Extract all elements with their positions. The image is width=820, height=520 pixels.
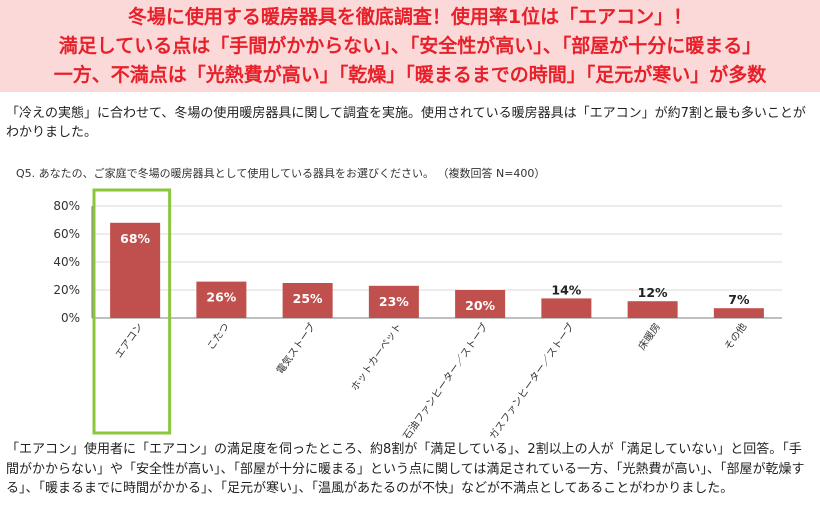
bar (368, 285, 419, 318)
summary-text: 「エアコン」使用者に「エアコン」の満足度を伺ったところ、約8割が「満足している」… (6, 442, 805, 496)
bar (541, 298, 592, 318)
y-tick-label: 80% (53, 199, 80, 213)
headline-banner: 冬場に使用する暖房器具を徹底調査！使用率1位は「エアコン」！ 満足している点は「… (0, 0, 820, 92)
data-label: 14% (551, 282, 581, 297)
y-tick-label: 20% (53, 283, 80, 297)
bar-chart: 0% 20% 40% 60% 80% 68% エアコン 26% こたつ 25% 電気ストーブ 23% ホ… (0, 188, 820, 438)
category-label: 床暖房 (635, 320, 663, 352)
data-label: 20% (465, 298, 495, 313)
bar (713, 308, 764, 318)
data-label: 26% (206, 290, 236, 305)
data-label: 68% (120, 231, 150, 246)
y-tick-label: 40% (53, 255, 80, 269)
question-text: Q5. あなたの、ご家庭で冬場の暖房器具として使用している器具をお選びください。… (16, 167, 546, 180)
data-label: 12% (638, 285, 668, 300)
data-label: 7% (728, 292, 750, 307)
headline-line-3: 一方、不満点は「光熱費が高い」「乾燥」「暖まるまでの時間」「足元が寒い」が多数 (53, 64, 767, 86)
bar (110, 222, 161, 318)
bar (455, 290, 506, 318)
category-label: エアコン (114, 321, 146, 360)
category-label: ホットカーペット (349, 321, 405, 393)
data-label: 25% (293, 291, 323, 306)
category-label: その他 (721, 320, 749, 352)
highlight-frame (92, 188, 172, 435)
category-label: ガスファンヒーター／ストーブ (486, 320, 577, 438)
headline-line-1: 冬場に使用する暖房器具を徹底調査！使用率1位は「エアコン」！ (127, 6, 693, 28)
bar (282, 283, 333, 318)
category-label: 石油ファンヒーター／ストーブ (400, 320, 491, 438)
bar (196, 281, 247, 318)
category-label: こたつ (205, 321, 232, 352)
intro-text: 「冷えの実態」に合わせて、冬場の使用暖房器具に関して調査を実施。使用されている暖… (6, 106, 806, 140)
headline-line-2: 満足している点は「手間がかからない」、「安全性が高い」、「部屋が十分に暖まる」 (58, 35, 762, 57)
y-tick-label: 60% (53, 227, 80, 241)
y-tick-label: 0% (61, 311, 80, 325)
bar (627, 301, 678, 318)
data-label: 23% (379, 294, 409, 309)
category-label: 電気ストーブ (273, 320, 318, 376)
